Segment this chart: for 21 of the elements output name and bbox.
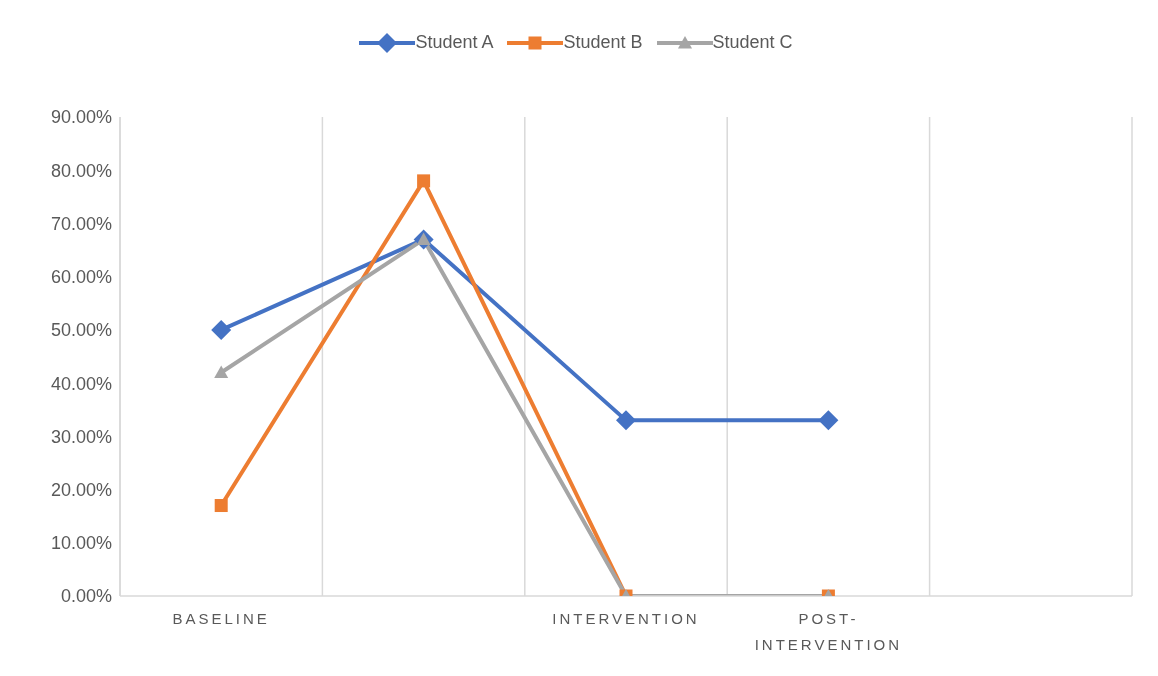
y-tick-label: 60.00%	[50, 267, 112, 288]
point	[214, 365, 229, 379]
point	[211, 319, 232, 340]
y-tick-label: 10.00%	[50, 533, 112, 554]
y-tick-label: 0.00%	[60, 586, 112, 607]
x-tick-label: POST-INTERVENTION	[754, 610, 903, 653]
y-tick-label: 30.00%	[50, 426, 112, 447]
y-tick-label: 80.00%	[50, 160, 112, 181]
y-tick-label: 50.00%	[50, 320, 112, 341]
y-tick-label: 70.00%	[50, 213, 112, 234]
x-tick-label: BASELINE	[172, 610, 270, 627]
legend-label: Student A	[415, 32, 494, 53]
point	[818, 410, 839, 431]
legend-label: Student C	[712, 32, 793, 53]
point	[417, 174, 431, 188]
point	[616, 410, 636, 431]
x-tick-label: INTERVENTION	[552, 610, 700, 627]
y-tick-label: 90.00%	[50, 107, 112, 128]
legend-label: Student B	[563, 32, 643, 53]
y-tick-label: 20.00%	[50, 479, 112, 500]
y-tick-label: 40.00%	[50, 373, 112, 394]
